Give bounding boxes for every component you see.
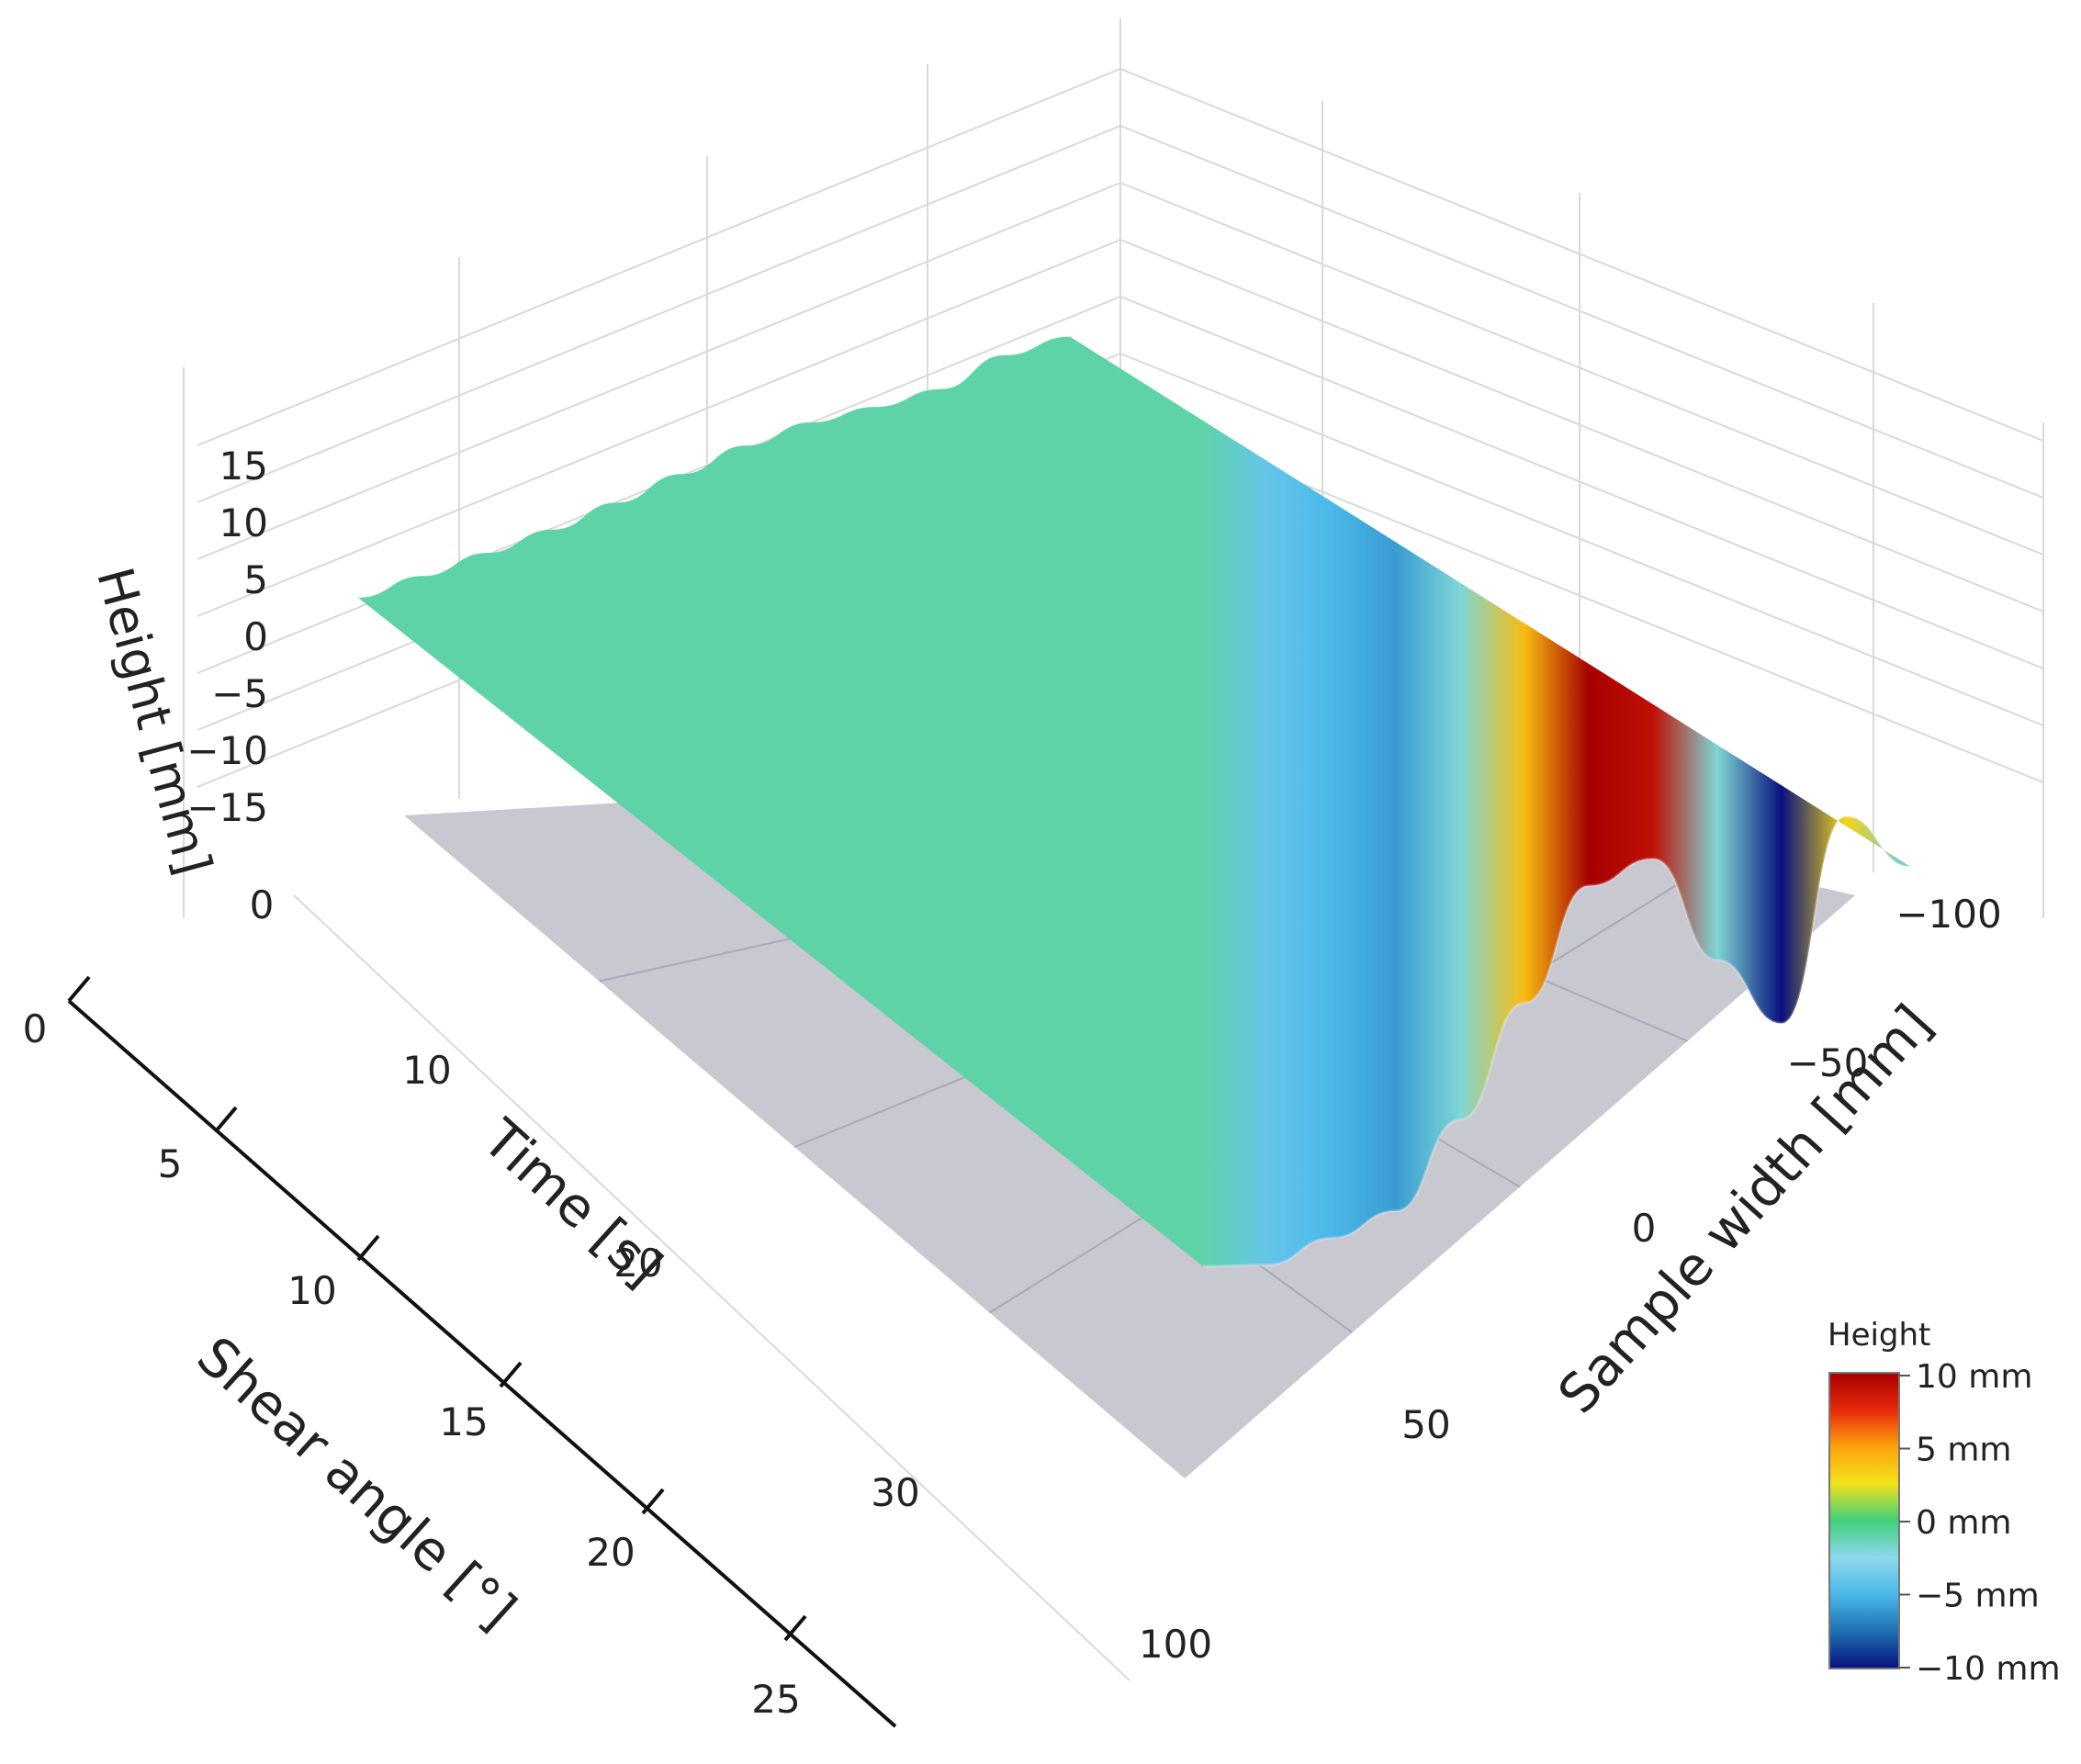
z-tick-label: 0 — [243, 614, 268, 659]
wall-hline — [1119, 239, 2044, 612]
time-tick-label: 30 — [871, 1470, 919, 1515]
z-tick-label: 10 — [219, 500, 268, 545]
shear-tick-label: 0 — [23, 1006, 48, 1051]
shear-tick-mark — [641, 1488, 665, 1515]
time-tick-label: 0 — [250, 882, 275, 927]
shear-tick-mark — [67, 975, 91, 1003]
surface-front-edge — [1202, 815, 1911, 1268]
time-tick-label: 10 — [402, 1048, 451, 1093]
wall-hline — [1119, 125, 2044, 499]
wall-hline — [197, 239, 1121, 617]
surface-layer — [358, 336, 1911, 1268]
colorbar-tick-label: 10 mm — [1916, 1358, 2032, 1396]
width-tick-label: 50 — [1401, 1402, 1450, 1447]
z-tick-label: −10 — [186, 728, 268, 773]
colorbar-tick-label: −5 mm — [1916, 1578, 2040, 1615]
z-axis-title: Height [mm] — [85, 561, 223, 881]
wall-hline — [1119, 182, 2044, 556]
width-tick-label: −50 — [1787, 1040, 1869, 1085]
z-tick-label: −5 — [211, 671, 268, 716]
z-tick-label: 15 — [219, 444, 268, 489]
wall-hline — [197, 68, 1121, 446]
colorbar-gradient — [1828, 1372, 1900, 1669]
colorbar-tick-label: −10 mm — [1916, 1650, 2061, 1688]
shear-tick-mark — [214, 1106, 238, 1133]
shear-tick-label: 15 — [439, 1399, 488, 1444]
surface — [358, 336, 1910, 1267]
width-tick-label: −100 — [1895, 892, 2001, 937]
shear-tick-label: 20 — [586, 1530, 635, 1575]
z-tick-label: −15 — [186, 785, 268, 830]
shear-tick-label: 5 — [158, 1141, 183, 1186]
shear-tick-mark — [783, 1614, 807, 1642]
shear-tick-mark — [499, 1361, 523, 1388]
time-axis-title: Time [s] — [470, 1107, 674, 1298]
wall-hline — [1119, 68, 2044, 442]
colorbar-tick-label: 0 mm — [1916, 1504, 2011, 1542]
z-tick-label: 5 — [243, 557, 268, 602]
width-tick-label: 0 — [1632, 1206, 1657, 1251]
wall-hline — [197, 182, 1121, 560]
time-axis-line — [293, 894, 1130, 1681]
shear-tick-label: 10 — [287, 1268, 336, 1313]
time-tick-label: 100 — [1139, 1622, 1212, 1667]
wall-hline — [1119, 296, 2044, 669]
shear-axis-line — [67, 999, 897, 1728]
shear-tick-label: 25 — [751, 1677, 800, 1722]
wall-hline — [197, 125, 1121, 503]
colorbar-tick-label: 5 mm — [1916, 1432, 2011, 1469]
time-tick-label: 20 — [613, 1241, 662, 1286]
shear-axis-title: Shear angle [°] — [186, 1324, 528, 1641]
shear-tick-mark — [356, 1234, 380, 1262]
colorbar-title: Height — [1828, 1317, 1930, 1354]
wall-hline — [1119, 353, 2044, 726]
colorbar: Height 10 mm 5 mm 0 mm −5 mm −10 mm — [1828, 1317, 2061, 1688]
